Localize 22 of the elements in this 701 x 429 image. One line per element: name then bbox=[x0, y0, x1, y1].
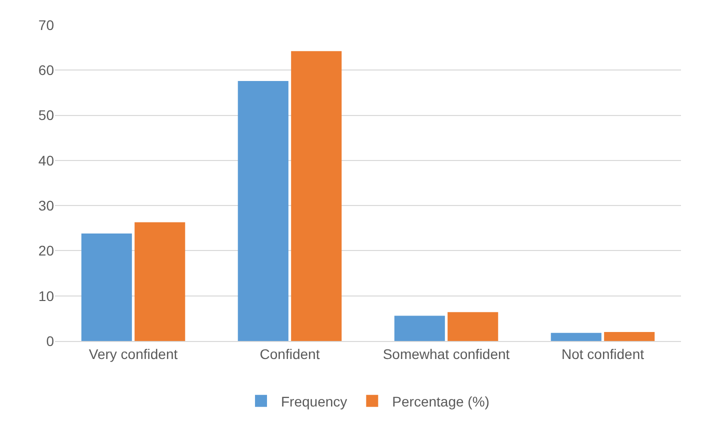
legend-label: Frequency bbox=[281, 393, 348, 410]
y-tick-label: 20 bbox=[38, 242, 54, 259]
bar bbox=[394, 316, 445, 341]
y-tick-label: 70 bbox=[38, 16, 54, 33]
y-tick-label: 50 bbox=[38, 107, 54, 124]
bar bbox=[291, 51, 342, 341]
bar bbox=[550, 332, 602, 341]
y-tick-label: 0 bbox=[46, 332, 54, 349]
y-tick-label: 60 bbox=[38, 62, 54, 78]
legend-label: Percentage (%) bbox=[392, 393, 490, 410]
x-tick-label: Somewhat confident bbox=[382, 346, 510, 362]
bar bbox=[81, 234, 132, 341]
x-tick-label: Very confident bbox=[88, 346, 178, 362]
x-tick-label: Confident bbox=[260, 346, 320, 362]
y-tick-label: 10 bbox=[38, 288, 54, 304]
y-tick-label: 40 bbox=[38, 152, 54, 168]
bar bbox=[134, 222, 186, 341]
bar bbox=[448, 312, 498, 341]
bar bbox=[238, 80, 288, 341]
x-tick-label: Not confident bbox=[562, 346, 644, 362]
bar bbox=[604, 332, 655, 341]
y-tick-label: 30 bbox=[38, 197, 54, 214]
